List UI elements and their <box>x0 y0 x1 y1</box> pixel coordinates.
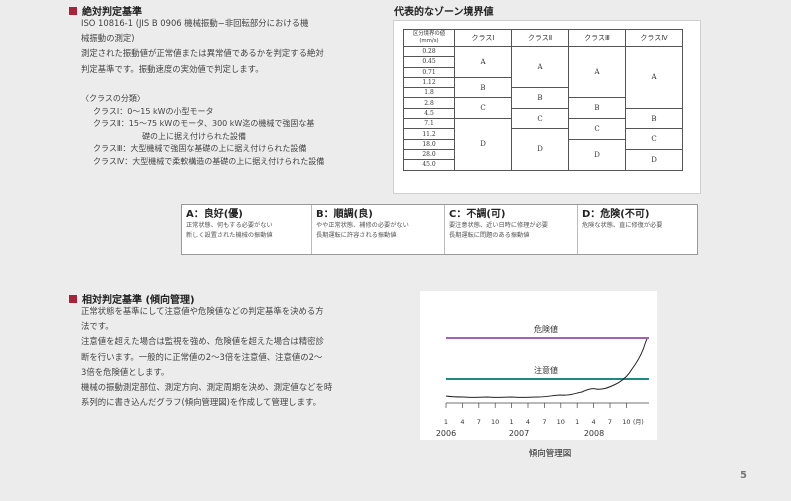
page-number: 5 <box>740 470 747 481</box>
zone-cell: C <box>625 128 683 150</box>
year-label-2006: 2006 <box>436 429 456 438</box>
zone-cell: B <box>454 76 512 99</box>
zone-column-header: クラスⅢ <box>568 29 626 47</box>
zone-grid: 区分境界の値(mm/s) クラスⅠ クラスⅡ クラスⅢ クラスⅣ 0.28 A A A A 0.45… <box>403 29 683 171</box>
year-label-2008: 2008 <box>584 429 604 438</box>
zone-value: 0.28 <box>403 45 455 58</box>
zone-cell: A <box>511 45 569 89</box>
grade-d: D：危険(不可) 危険な状態、直に修復が必要 <box>582 209 663 229</box>
zone-value: 0.45 <box>403 56 455 68</box>
zone-column-header: クラスⅠ <box>454 29 512 47</box>
month-tick-label: 4 <box>460 418 464 426</box>
zone-value: 0.71 <box>403 66 455 78</box>
zone-value: 45.0 <box>403 159 455 171</box>
grade-b: B：順調(良) やや正常状態、補修の必要がない 長期運転に許容される振動値 <box>312 205 445 254</box>
zone-table-box: 区分境界の値(mm/s) クラスⅠ クラスⅡ クラスⅢ クラスⅣ 0.28 A A A A 0.45… <box>393 20 701 194</box>
month-tick-label: 1 <box>444 418 448 426</box>
zone-cell: D <box>568 138 626 171</box>
month-tick-label: 7 <box>608 418 612 426</box>
zone-value: 7.1 <box>403 118 455 130</box>
zone-cell: B <box>511 87 569 109</box>
year-label-2007: 2007 <box>509 429 529 438</box>
trend-caption: 傾向管理図 <box>529 448 572 459</box>
zone-cell: C <box>454 97 512 120</box>
zone-cell: C <box>511 107 569 130</box>
grade-a: A：良好(優) 正常状態、何もする必要がない 新しく設置された機械の振動値 <box>182 205 312 254</box>
month-tick-label: 1 <box>575 418 579 426</box>
relative-heading: 相対判定基準 (傾向管理) <box>69 291 195 306</box>
absolute-description: ISO 10816-1 (JIS B 0906 機械振動−非回転部分における機 … <box>81 18 324 74</box>
relative-description: 正常状態を基準にして注意値や危険値などの判定基準を決める方 法です。 注意値を超… <box>81 306 333 408</box>
grade-legend: A：良好(優) 正常状態、何もする必要がない 新しく設置された機械の振動値 B：… <box>181 204 698 255</box>
zone-value: 1.8 <box>403 87 455 99</box>
zone-cell: C <box>568 118 626 140</box>
month-tick-label: 7 <box>542 418 546 426</box>
month-tick-label: 1 <box>510 418 514 426</box>
zone-value: 4.5 <box>403 107 455 120</box>
zone-cell: A <box>454 46 512 78</box>
zone-value: 18.0 <box>403 138 455 150</box>
section-marker-icon <box>69 294 77 303</box>
month-tick-label: 4 <box>592 418 596 426</box>
zone-value: 2.8 <box>403 97 455 109</box>
month-tick-label: 4 <box>526 418 530 426</box>
trend-chart-box <box>420 291 657 440</box>
zone-cell: D <box>625 148 683 171</box>
zone-cell: A <box>625 46 683 109</box>
zone-column-header: クラスⅡ <box>511 29 569 47</box>
zone-cell: B <box>625 107 683 130</box>
grade-c: C：不調(可) 要注意状態、近い日時に修理が必要 長期運転に問題のある振動値 <box>445 205 578 254</box>
zone-cell: D <box>511 128 569 171</box>
zone-cell: D <box>454 118 512 171</box>
month-tick-label: 7 <box>477 418 481 426</box>
month-tick-label: 10 <box>557 418 565 426</box>
zone-value: 11.2 <box>403 128 455 140</box>
zone-cell: A <box>568 45 626 99</box>
zone-value: 1.12 <box>403 76 455 89</box>
month-unit: (月) <box>633 419 644 426</box>
month-tick-label: 10 <box>622 418 630 426</box>
zone-value: 28.0 <box>403 148 455 161</box>
absolute-heading: 絶対判定基準 <box>69 3 142 18</box>
trend-chart: 危険値 注意値 1 4 7 10 1 4 7 10 1 4 7 10 (月) 2006 2007 200… <box>436 324 649 459</box>
zone-column-header: クラスⅣ <box>625 29 683 47</box>
section-marker-icon <box>69 6 77 15</box>
zone-table: 区分境界の値(mm/s) クラスⅠ クラスⅡ クラスⅢ クラスⅣ 0.28 A A A A 0.45… <box>403 29 683 171</box>
caution-label: 注意値 <box>534 365 558 375</box>
zone-header-label: 区分境界の値(mm/s) <box>403 29 455 47</box>
class-list: 〈クラスの分類〉 クラスⅠ：0〜15 kWの小型モータ クラスⅡ：15〜75 k… <box>81 94 325 166</box>
zone-title: 代表的なゾーン境界値 <box>394 7 494 18</box>
danger-label: 危険値 <box>534 324 558 334</box>
month-tick-label: 10 <box>491 418 499 426</box>
trend-curve <box>445 338 648 398</box>
zone-cell: B <box>568 97 626 120</box>
